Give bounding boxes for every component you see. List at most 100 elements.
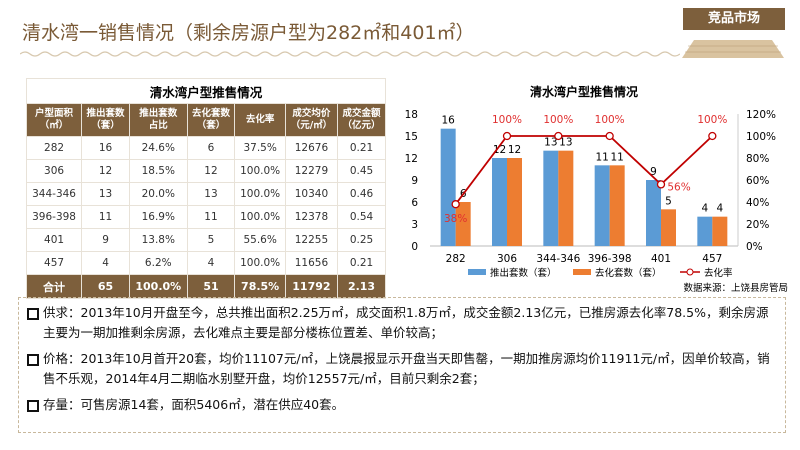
table-cell: 0.21: [337, 136, 386, 160]
bar-label: 12: [508, 144, 521, 156]
bar-label: 13: [559, 137, 572, 149]
table-cell: 11: [81, 205, 131, 229]
bar-label: 5: [665, 195, 672, 207]
total-cell: 合计: [25, 274, 83, 299]
table-cell: 55.6%: [234, 228, 286, 252]
section-badge: 竞品市场: [683, 8, 785, 30]
table-cell: 11656: [284, 251, 339, 275]
table-cell: 20.0%: [129, 182, 188, 206]
sold-bar: [712, 216, 728, 246]
rate-point: [554, 131, 563, 141]
table-cell: 0.45: [337, 159, 386, 183]
rate-label: 38%: [444, 213, 467, 225]
table-cell: 100.0%: [234, 205, 286, 229]
y-tick-right: 40%: [746, 197, 769, 209]
y-tick-left: 9: [411, 175, 418, 187]
note-paragraph: 供求：2013年10月开盘至今，总共推出面积2.25万㎡，成交面积1.8万㎡，成…: [23, 303, 777, 343]
table-cell: 100.0%: [234, 159, 286, 183]
y-tick-left: 15: [405, 131, 418, 143]
table-cell: 0.21: [337, 251, 386, 275]
bar-label: 11: [610, 151, 623, 163]
total-cell: 11792: [284, 274, 339, 299]
sales-table: 清水湾户型推售情况 户型面积 （㎡） 推出套数 （套） 推出套数 占比 去化套数 （套） 去化率…: [25, 78, 386, 299]
table-cell: 100.0%: [234, 182, 286, 206]
launched-bar: [543, 150, 559, 246]
table-row: 282 16 24.6% 6 37.5% 12676 0.21: [25, 136, 386, 160]
column-header: 推出套数 占比: [129, 103, 188, 137]
column-header: 去化套数 （套）: [186, 103, 236, 137]
bar-label: 9: [650, 166, 657, 178]
square-bullet-icon: [27, 400, 39, 412]
note-text: 供求：2013年10月开盘至今，总共推出面积2.25万㎡，成交面积1.8万㎡，成…: [43, 305, 769, 340]
column-header: 去化率: [234, 103, 286, 137]
note-paragraph: 价格：2013年10月首开20套，均价11107元/㎡，上饶晨报显示开盘当天即售…: [23, 349, 777, 389]
sold-bar: [558, 150, 574, 246]
table-cell: 4: [81, 251, 131, 275]
table-cell: 282: [25, 136, 83, 160]
rate-label: 100%: [543, 114, 573, 126]
sold-bar: [609, 165, 625, 246]
launched-bar: [697, 216, 713, 246]
rate-point: [656, 180, 666, 189]
total-cell: 2.13: [337, 274, 386, 299]
x-tick: 282: [446, 253, 466, 265]
rate-point: [502, 131, 512, 141]
table-cell: 12255: [284, 228, 339, 252]
table-title: 清水湾户型推售情况: [26, 78, 386, 104]
rate-line: [454, 135, 713, 205]
table-cell: 11: [186, 205, 236, 229]
legend-label: 去化套数（套）: [595, 267, 662, 279]
table-cell: 16: [81, 136, 131, 160]
table-row: 344-346 13 20.0% 13 100.0% 10340 0.46: [25, 182, 386, 206]
table-row: 457 4 6.2% 4 100.0% 11656 0.21: [25, 251, 386, 275]
table-cell: 6: [186, 136, 236, 160]
x-tick: 396-398: [588, 253, 632, 265]
column-header: 推出套数 （套）: [81, 103, 131, 137]
legend-swatch: [573, 269, 591, 275]
table-cell: 9: [81, 228, 131, 252]
x-tick: 401: [651, 253, 671, 265]
total-cell: 78.5%: [234, 274, 286, 299]
note-text: 价格：2013年10月首开20套，均价11107元/㎡，上饶晨报显示开盘当天即售…: [43, 351, 770, 386]
y-tick-left: 18: [405, 109, 418, 121]
chart-title: 清水湾户型推售情况: [530, 84, 638, 99]
table-cell: 100.0%: [234, 251, 286, 275]
table-cell: 12279: [284, 159, 339, 183]
rate-label: 100%: [492, 114, 522, 126]
rate-label: 100%: [697, 114, 727, 126]
table-cell: 12378: [284, 205, 339, 229]
y-tick-left: 3: [411, 219, 418, 231]
table-cell: 5: [186, 228, 236, 252]
table-cell: 24.6%: [129, 136, 188, 160]
x-tick: 306: [497, 253, 517, 265]
table-cell: 344-346: [25, 182, 83, 206]
table-cell: 12676: [284, 136, 339, 160]
bar-label: 16: [441, 115, 455, 127]
rate-point: [605, 131, 614, 141]
note-text: 存量：可售房源14套，面积5406㎡，潜在供应40套。: [43, 397, 345, 412]
rate-point: [708, 131, 717, 141]
notes-box: 供求：2013年10月开盘至今，总共推出面积2.25万㎡，成交面积1.8万㎡，成…: [18, 297, 786, 433]
x-tick: 344-346: [536, 253, 580, 265]
total-cell: 100.0%: [129, 274, 188, 299]
y-tick-left: 6: [411, 197, 418, 209]
column-header: 户型面积 （㎡）: [25, 103, 83, 137]
table-cell: 12: [81, 159, 131, 183]
legend-label: 去化率: [704, 267, 733, 279]
sales-chart: 清水湾户型推售情况 0 3 6 9 12 15 18 0% 20% 40% 60% 80% 100% 120…: [405, 84, 788, 294]
bar-label: 11: [595, 151, 608, 163]
legend-marker: [686, 268, 694, 276]
table-row: 306 12 18.5% 12 100.0% 12279 0.45: [25, 159, 386, 183]
table-cell: 37.5%: [234, 136, 286, 160]
launched-bar: [492, 158, 507, 246]
bar-label: 13: [544, 137, 557, 149]
note-paragraph: 存量：可售房源14套，面积5406㎡，潜在供应40套。: [23, 395, 777, 415]
bar-label: 4: [701, 203, 708, 215]
table-row: 396-398 11 16.9% 11 100.0% 12378 0.54: [25, 205, 386, 229]
y-tick-left: 12: [405, 153, 418, 165]
total-cell: 65: [81, 274, 131, 299]
wave-divider: [20, 51, 680, 57]
y-tick-right: 20%: [746, 219, 769, 231]
column-header: 成交均价 （元/㎡）: [284, 103, 339, 137]
bar-label: 4: [716, 203, 723, 215]
